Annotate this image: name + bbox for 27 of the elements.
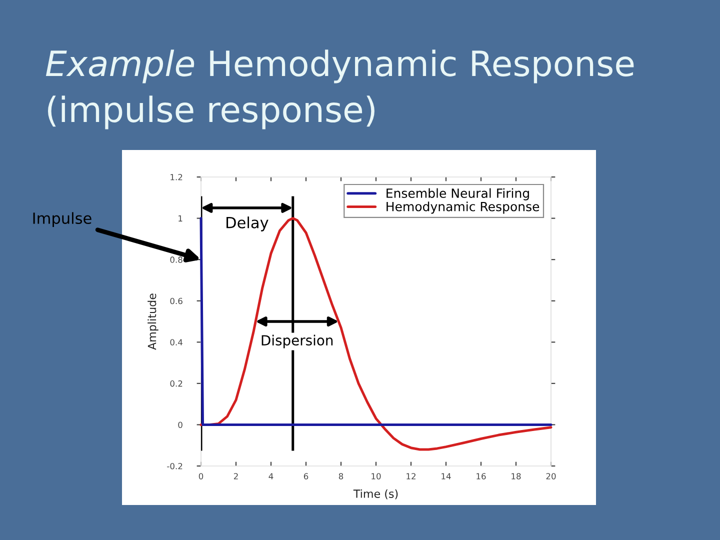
x-tick-label: 16 bbox=[476, 473, 486, 480]
y-tick-label: 0.8 bbox=[170, 256, 182, 263]
x-tick-label: 18 bbox=[512, 473, 521, 480]
x-tick-label: 8 bbox=[338, 473, 344, 480]
annotation: Dispersion bbox=[262, 334, 333, 348]
x-tick-label: 6 bbox=[304, 473, 308, 480]
x-tick-label: 14 bbox=[442, 473, 451, 480]
x-axis-title: Time (s) bbox=[353, 489, 398, 500]
y-tick-label: 0.2 bbox=[170, 380, 182, 387]
x-tick-label: 2 bbox=[234, 473, 238, 480]
x-tick-label: 12 bbox=[406, 473, 416, 480]
y-tick-label: -0.2 bbox=[167, 462, 182, 470]
x-tick-label: 0 bbox=[198, 473, 204, 480]
y-tick-label: 0 bbox=[178, 422, 182, 428]
y-tick-label: 0.6 bbox=[170, 298, 182, 304]
annotation: Impulse bbox=[33, 212, 92, 227]
x-tick-label: 10 bbox=[372, 473, 381, 480]
y-tick-label: 1 bbox=[178, 215, 182, 222]
y-axis-title: Amplitude bbox=[148, 294, 158, 350]
legend-label: Ensemble Neural Firing bbox=[386, 188, 529, 200]
x-tick-label: 20 bbox=[546, 473, 556, 480]
chart-title: Example Hemodynamic Response (impulse response) bbox=[46, 50, 634, 130]
legend-label: Hemodynamic Response bbox=[386, 202, 540, 214]
annotation: Delay bbox=[226, 216, 268, 232]
x-tick-label: 4 bbox=[268, 473, 274, 480]
y-tick-label: 1.2 bbox=[170, 174, 182, 180]
y-tick-label: 0.4 bbox=[170, 339, 182, 346]
